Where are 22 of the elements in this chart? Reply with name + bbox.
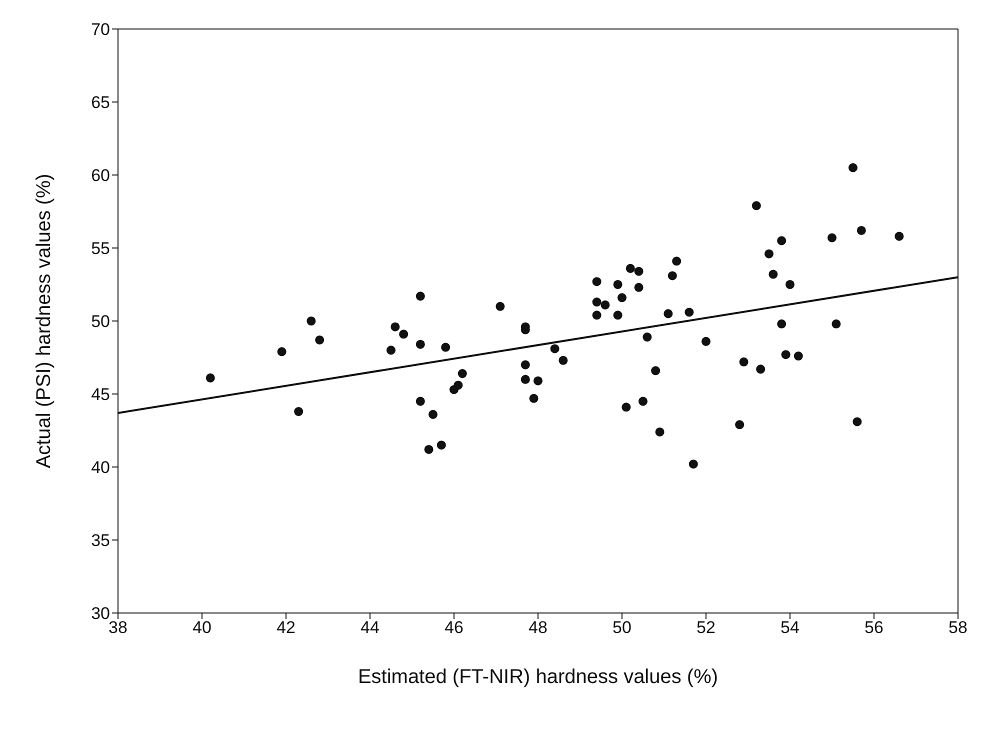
y-axis-title: Actual (PSI) hardness values (%) bbox=[33, 174, 56, 468]
x-tick-label: 50 bbox=[612, 618, 632, 638]
x-tick-label: 42 bbox=[276, 618, 296, 638]
y-tick-label: 30 bbox=[91, 604, 110, 624]
x-tick-label: 48 bbox=[528, 618, 548, 638]
y-tick-label: 70 bbox=[91, 20, 110, 40]
y-tick-label: 35 bbox=[91, 531, 110, 550]
x-tick-label: 46 bbox=[444, 618, 464, 638]
y-tick-label: 40 bbox=[91, 458, 110, 478]
y-tick-label: 50 bbox=[91, 312, 110, 332]
x-tick-label: 58 bbox=[948, 618, 968, 638]
x-tick-label: 54 bbox=[780, 618, 800, 638]
y-tick-label: 55 bbox=[91, 239, 110, 258]
y-tick-label: 65 bbox=[91, 93, 110, 112]
x-tick-label: 56 bbox=[864, 618, 884, 638]
x-axis-title: Estimated (FT-NIR) hardness values (%) bbox=[358, 666, 718, 688]
x-tick-label: 40 bbox=[192, 618, 212, 638]
y-tick-label: 45 bbox=[91, 385, 110, 404]
x-tick-label: 44 bbox=[360, 618, 380, 638]
x-tick-label: 38 bbox=[108, 618, 128, 638]
y-tick-label: 60 bbox=[91, 166, 110, 186]
x-tick-label: 52 bbox=[696, 618, 716, 638]
